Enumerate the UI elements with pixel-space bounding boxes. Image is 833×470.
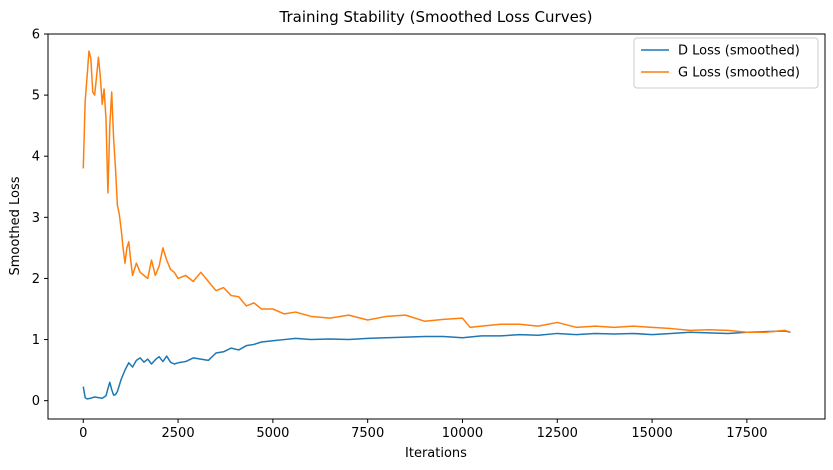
x-tick-label: 7500 <box>351 426 384 441</box>
x-tick-label: 5000 <box>256 426 289 441</box>
legend-label: D Loss (smoothed) <box>678 44 800 59</box>
y-axis-label: Smoothed Loss <box>8 176 23 275</box>
series-line-g-loss <box>82 50 791 333</box>
series-line-d-loss <box>82 330 791 400</box>
y-tick-label: 4 <box>32 150 40 165</box>
y-tick-label: 3 <box>32 211 40 226</box>
y-tick-label: 6 <box>32 28 40 43</box>
x-tick-label: 0 <box>79 426 87 441</box>
y-tick-label: 5 <box>32 89 40 104</box>
x-tick-label: 15000 <box>631 426 672 441</box>
x-tick-label: 12500 <box>537 426 578 441</box>
y-tick-label: 0 <box>32 394 40 409</box>
legend: D Loss (smoothed) G Loss (smoothed) <box>633 37 819 89</box>
x-tick-label: 17500 <box>726 426 767 441</box>
y-tick-label: 1 <box>32 333 40 348</box>
y-tick-label: 2 <box>32 272 40 287</box>
plot-area <box>82 50 791 400</box>
legend-label: G Loss (smoothed) <box>678 66 800 81</box>
x-tick-label: 2500 <box>162 426 195 441</box>
chart-title: Training Stability (Smoothed Loss Curves… <box>279 8 593 26</box>
x-axis-label: Iterations <box>405 446 467 461</box>
x-tick-label: 10000 <box>442 426 483 441</box>
plot-frame <box>47 33 826 420</box>
legend-box <box>633 37 819 89</box>
axis-ticks: 0 2500 5000 7500 10000 12500 15000 17500 0 1 2 3 4 5 6 <box>32 28 768 442</box>
